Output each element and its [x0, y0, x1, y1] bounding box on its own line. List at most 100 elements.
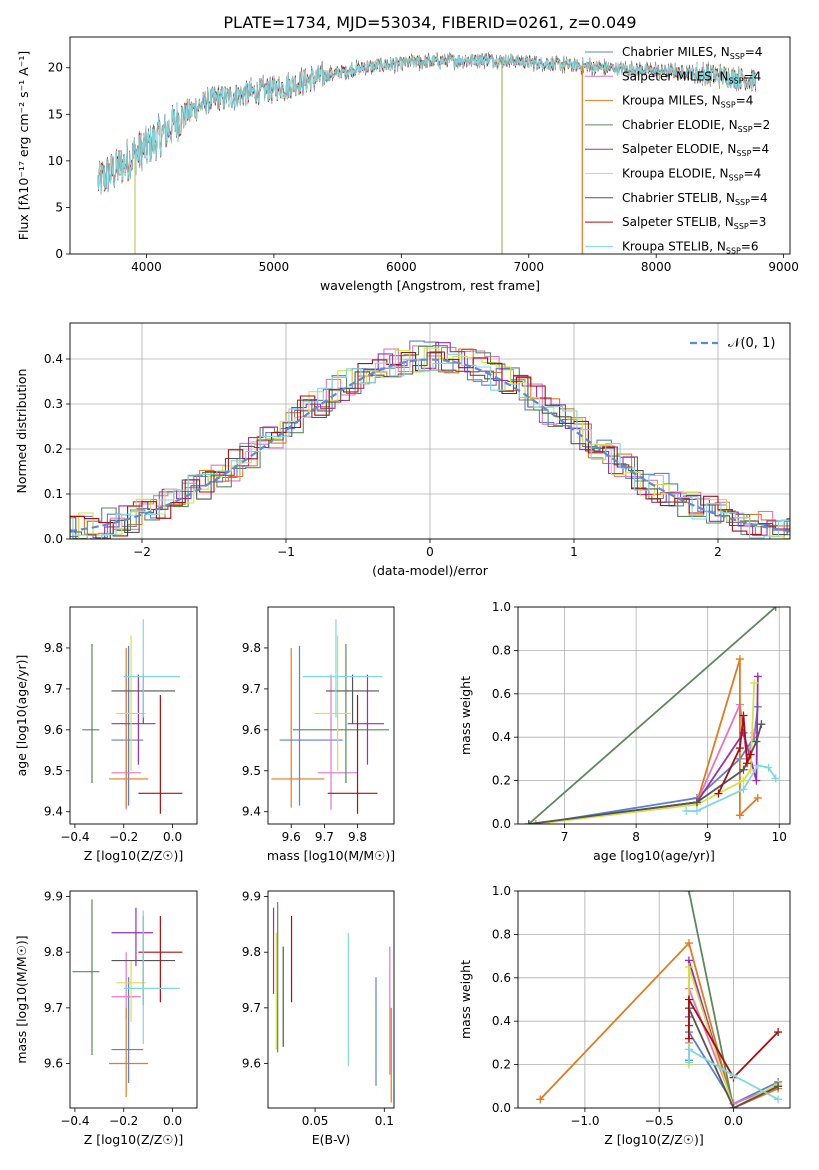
weight-marker — [752, 737, 761, 746]
weight-marker — [684, 995, 693, 1004]
y-tick-label: 9.7 — [44, 1001, 63, 1015]
y-tick-label: 0.0 — [44, 532, 63, 546]
y-axis-label: mass weight — [458, 960, 473, 1039]
legend-label: Chabrier ELODIE, NSSP=2 — [622, 118, 770, 134]
legend-label: 𝒩(0, 1) — [728, 336, 775, 351]
weight-marker — [774, 1095, 783, 1104]
legend-label: Kroupa MILES, NSSP=4 — [622, 94, 753, 110]
histogram-salpeter-miles — [70, 345, 790, 539]
y-tick-label: 9.4 — [242, 805, 261, 819]
x-tick-label: 0.05 — [302, 1114, 329, 1128]
x-tick-label: 9.7 — [315, 830, 334, 844]
x-axis-label: (data-model)/error — [372, 563, 489, 578]
y-tick-label: 1.0 — [492, 600, 511, 614]
x-tick-label: −0.2 — [109, 830, 138, 844]
x-tick-label: 4000 — [131, 260, 162, 274]
x-tick-label: 9.8 — [348, 830, 367, 844]
x-tick-label: −0.5 — [645, 1114, 674, 1128]
y-tick-label: 9.9 — [44, 890, 63, 904]
weight-marker — [692, 806, 701, 815]
weight-marker — [531, 820, 540, 824]
weight-marker — [774, 1082, 783, 1091]
y-tick-label: 0.3 — [44, 397, 63, 411]
weight-marker — [682, 806, 691, 815]
y-axis-label: mass weight — [458, 676, 473, 755]
figure-title: PLATE=1734, MJD=53034, FIBERID=0261, z=0… — [223, 13, 636, 32]
weight-line — [528, 723, 763, 824]
weight-marker — [753, 793, 762, 802]
x-axis-label: age [log10(age/yr)] — [593, 848, 715, 863]
weight-marker — [735, 655, 744, 664]
y-tick-label: 20 — [48, 61, 63, 75]
axes-frame — [517, 606, 791, 825]
x-tick-label: 9.6 — [282, 830, 301, 844]
weight-marker — [735, 811, 744, 820]
weight-line — [717, 715, 752, 794]
legend-label: Salpeter STELIB, NSSP=3 — [622, 215, 766, 231]
weight-marker — [684, 1045, 693, 1054]
normal-curve — [70, 358, 790, 533]
y-tick-label: 9.6 — [242, 1056, 261, 1070]
age-vs-mass-chart: 9.6 9.7 9.8 9.4 9.5 9.6 9.7 9.8 mass [log10(M/M☉… — [242, 606, 395, 863]
spectrum-chart: 4000 5000 6000 7000 8000 9000 0 5 10 15 20 waveleng… — [16, 36, 799, 293]
weight-marker — [739, 711, 748, 720]
weight-marker — [753, 672, 762, 681]
weight-marker — [739, 776, 748, 785]
weight-vs-z-chart: −1.0 −0.5 0.0 0.0 0.2 0.4 0.6 0.8 1.0 Z [log10(Z/… — [458, 884, 791, 1147]
weight-marker — [684, 939, 693, 948]
weight-marker — [752, 776, 761, 785]
weight-marker — [746, 765, 755, 774]
weight-marker — [753, 761, 762, 770]
y-tick-label: 9.8 — [44, 945, 63, 959]
y-tick-label: 9.7 — [44, 682, 63, 696]
y-tick-label: 9.7 — [242, 1001, 261, 1015]
x-tick-label: 0.0 — [724, 1114, 743, 1128]
y-tick-label: 0.2 — [492, 1058, 511, 1072]
y-tick-label: 9.6 — [242, 723, 261, 737]
y-axis-label: Normed distribution — [14, 369, 29, 494]
weight-line — [688, 1047, 779, 1101]
mass-vs-z-points — [72, 899, 183, 1097]
weight-line — [535, 676, 759, 824]
histogram-salpeter-stelib — [70, 351, 790, 539]
mass-vs-ebv-chart: 0.05 0.1 9.6 9.7 9.8 9.9 E(B-V) — [242, 890, 395, 1147]
mass-vs-z-chart: −0.4 −0.2 0.0 9.6 9.7 9.8 9.9 Z [log10(Z/Z☉)] ma… — [14, 890, 198, 1147]
axes-frame — [267, 606, 395, 825]
y-tick-label: 0.2 — [44, 442, 63, 456]
legend-label: Salpeter MILES, NSSP=4 — [622, 69, 761, 85]
weight-line — [688, 891, 735, 1108]
weight-marker — [684, 1034, 693, 1043]
weight-line — [539, 941, 779, 1108]
legend-label: Kroupa ELODIE, NSSP=4 — [622, 167, 761, 183]
histogram-group — [70, 340, 790, 539]
x-tick-label: 7000 — [513, 260, 544, 274]
weight-marker — [729, 1071, 738, 1080]
x-tick-label: 9 — [704, 830, 712, 844]
y-axis-label: age [log10(age/yr)] — [14, 655, 29, 777]
mass-vs-ebv-points — [272, 902, 392, 1103]
weight-marker — [764, 763, 773, 772]
histogram-chabrier-elodie — [70, 345, 790, 539]
y-tick-label: 9.7 — [242, 682, 261, 696]
histogram-kroupa-stelib — [70, 353, 790, 539]
y-tick-label: 0.1 — [44, 487, 63, 501]
legend-label: Chabrier MILES, NSSP=4 — [622, 45, 762, 61]
y-tick-label: 0.6 — [492, 971, 511, 985]
weight-marker — [714, 789, 723, 798]
spectrum-line-kroupa-stelib — [97, 53, 756, 195]
x-tick-label: 0 — [426, 545, 434, 559]
weight-marker — [739, 785, 748, 794]
y-tick-label: 0 — [55, 247, 63, 261]
weight-line — [528, 607, 777, 824]
y-tick-label: 15 — [48, 107, 63, 121]
weight-marker — [735, 744, 744, 753]
x-axis-label: Z [log10(Z/Z☉)] — [604, 1132, 704, 1147]
x-axis-label: wavelength [Angstrom, rest frame] — [320, 278, 540, 293]
weight-marker — [771, 774, 780, 783]
axes-frame — [69, 606, 198, 825]
age-vs-mass-points — [271, 619, 390, 814]
axes-frame — [267, 890, 395, 1109]
weight-line — [535, 682, 756, 824]
y-tick-label: 0.8 — [492, 927, 511, 941]
x-tick-label: 2 — [714, 545, 722, 559]
